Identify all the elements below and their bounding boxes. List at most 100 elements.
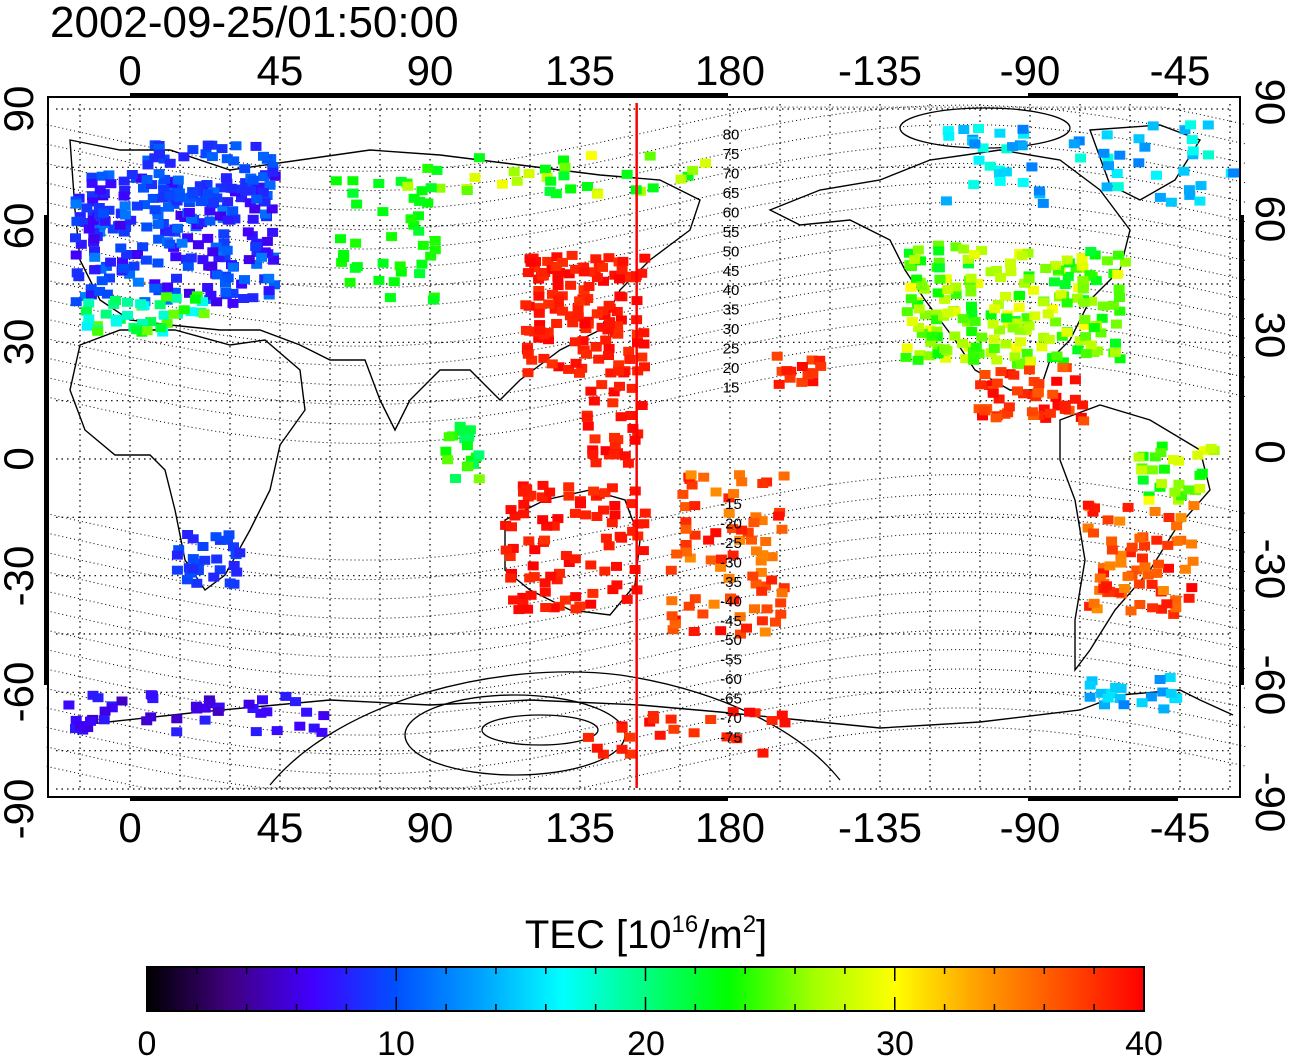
tec-cell [259,247,271,257]
tec-cell [1118,700,1130,710]
tec-cell [96,171,108,181]
tec-cell [590,342,602,352]
tec-cell [958,125,970,134]
frame-bar-right [1239,215,1244,685]
lat-tick-left-60: 60 [0,203,42,250]
tec-cell [187,554,199,564]
coastline [768,149,1131,391]
tec-cell [1106,545,1118,555]
magnetic-lat-label: -65 [720,691,742,708]
tec-cell [149,283,161,293]
tec-cell [1170,603,1182,613]
tec-cell [970,342,982,352]
tec-cell [977,411,988,421]
tec-cell [1020,326,1032,336]
tec-cell [591,743,603,753]
tec-cell [1077,284,1089,294]
tec-cell [202,140,214,150]
tec-cell [263,286,275,296]
tec-cell [551,575,563,585]
tec-cell [1183,485,1195,495]
lon-tick-bottom-135: 135 [545,804,615,851]
tec-cell [647,183,659,193]
tec-cell [1040,264,1052,273]
tec-cell [202,233,214,243]
tec-cell [599,566,611,576]
tec-cell [909,255,921,264]
tec-cell [86,178,98,188]
tec-cell [1147,603,1159,613]
tec-cell [958,244,970,254]
tec-cell [1080,349,1092,359]
tec-cell [957,314,969,324]
tec-cell [206,152,218,162]
tec-cell [565,184,577,194]
tec-cell [189,294,201,304]
tec-cell [440,446,452,456]
tec-cell [1042,309,1054,319]
tec-cell [680,517,692,527]
tec-cell [93,203,105,212]
tec-cell [950,282,962,292]
tec-cell [962,254,974,264]
tec-cell [427,295,439,305]
tec-cell [770,617,781,627]
tec-cell [142,160,154,170]
tec-cell [1176,491,1187,501]
tec-cell [1156,441,1168,451]
tec-cell [1102,153,1114,163]
tec-cell [994,176,1006,186]
tec-cell [680,524,692,534]
tec-cell [261,236,273,246]
tec-cell [413,211,424,221]
tec-cell [603,541,615,551]
tec-cell [259,209,271,219]
tec-cell [1062,271,1074,281]
tec-cell [1151,535,1163,545]
tec-cell [931,315,943,325]
tec-cell [912,355,924,365]
tec-cell [192,558,204,568]
tec-cell [1136,698,1148,708]
tec-cell [243,255,255,265]
tec-cell [583,282,595,291]
tec-cell [776,524,788,534]
tec-cell [689,501,701,511]
tec-cell [551,252,563,262]
tec-cell [204,206,216,216]
tec-cell [344,277,356,287]
tec-cell [526,355,538,365]
tec-cell [1113,284,1125,294]
magnetic-lat-label: 55 [723,224,740,241]
tec-cell [261,707,273,717]
tec-cell [575,499,586,509]
tec-cell [212,706,224,716]
tec-cell [513,605,525,615]
tec-cell [220,287,232,297]
tec-cell [131,201,143,211]
tec-cell [614,381,625,391]
tec-cell [1051,351,1063,361]
tec-cell [569,508,581,518]
tec-cell [141,222,153,232]
tec-cell [405,214,417,224]
tec-cell [508,595,519,605]
tec-cell [454,426,466,436]
tec-cell [973,124,984,133]
tec-cell [153,143,165,153]
tec-cell [240,186,252,196]
tec-cell [142,155,154,165]
tec-cell [698,472,710,482]
tec-cell [1037,297,1049,307]
tec-cell [128,261,140,271]
tec-cell [973,404,985,414]
tec-cell [587,449,599,459]
tec-cell [181,575,193,585]
tec-cell [1139,541,1150,551]
tec-cell [608,387,620,397]
tec-cell [208,198,219,208]
magnetic-lat-label: 15 [723,379,740,396]
tec-cell [609,440,621,450]
tec-cell [1096,313,1108,323]
tec-cell [1133,452,1145,462]
